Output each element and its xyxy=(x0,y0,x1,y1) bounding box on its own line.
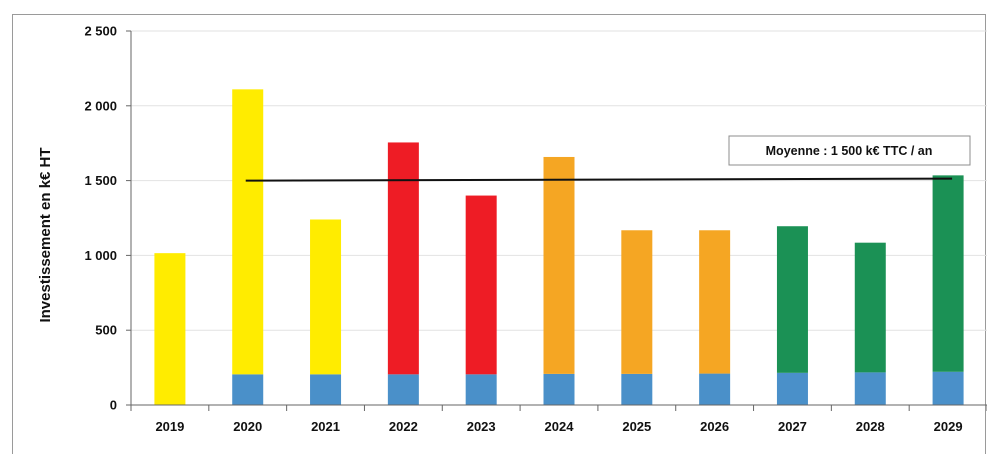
x-tick-label: 2024 xyxy=(545,419,575,434)
x-tick-label: 2028 xyxy=(856,419,885,434)
bar-top-segment xyxy=(776,226,808,373)
x-tick-label: 2027 xyxy=(778,419,807,434)
bar-top-segment xyxy=(387,142,419,375)
bar-base-segment xyxy=(776,372,808,405)
bar-top-segment xyxy=(854,242,886,373)
average-annotation-box xyxy=(728,135,971,166)
y-tick-label: 2 500 xyxy=(84,24,117,39)
bar-top-segment xyxy=(932,175,964,372)
x-tick-label: 2022 xyxy=(389,419,418,434)
bar-top-segment xyxy=(154,253,186,405)
x-tick-label: 2023 xyxy=(467,419,496,434)
bar-top-segment xyxy=(621,230,653,374)
bar-top-segment xyxy=(699,230,731,374)
bar-base-segment xyxy=(699,373,731,405)
bar-base-segment xyxy=(621,373,653,405)
bar-base-segment xyxy=(310,374,342,405)
bar-base-segment xyxy=(465,374,497,405)
x-tick-label: 2020 xyxy=(233,419,262,434)
x-tick-label: 2019 xyxy=(155,419,184,434)
bar-top-segment xyxy=(465,195,497,375)
y-tick-label: 1 000 xyxy=(84,248,117,263)
average-annotation: Moyenne : 1 500 k€ TTC / an xyxy=(728,135,971,166)
axis-layer: 0 500 1 000 1 500 2 000 2 500 2019 2020 2021 2022… xyxy=(84,24,987,434)
reference-line-layer xyxy=(245,177,953,182)
x-tick-label: 2021 xyxy=(311,419,340,434)
bar-base-segment xyxy=(932,371,964,405)
x-tick-label: 2025 xyxy=(622,419,651,434)
bar-base-segment xyxy=(387,374,419,405)
x-tick-label: 2029 xyxy=(934,419,963,434)
y-tick-label: 2 000 xyxy=(84,98,117,113)
bar-base-segment xyxy=(543,373,575,405)
bar-chart: 0 500 1 000 1 500 2 000 2 500 2019 2020 2021 2022… xyxy=(37,24,987,434)
y-tick-label: 500 xyxy=(95,323,117,338)
y-axis-label: Investissement en k€ HT xyxy=(37,147,54,322)
chart-frame: 0 500 1 000 1 500 2 000 2 500 2019 2020 2021 2022… xyxy=(12,14,987,454)
average-reference-line xyxy=(245,177,953,182)
bar-layer xyxy=(154,89,964,405)
bar-base-segment xyxy=(232,374,264,405)
y-tick-label: 0 xyxy=(110,398,117,413)
y-tick-label: 1 500 xyxy=(84,173,117,188)
bar-top-segment xyxy=(543,156,575,374)
x-tick-label: 2026 xyxy=(700,419,729,434)
average-annotation-text: Moyenne : 1 500 k€ TTC / an xyxy=(766,144,933,158)
bar-top-segment xyxy=(232,89,264,375)
bar-top-segment xyxy=(310,219,342,375)
bar-base-segment xyxy=(854,372,886,405)
